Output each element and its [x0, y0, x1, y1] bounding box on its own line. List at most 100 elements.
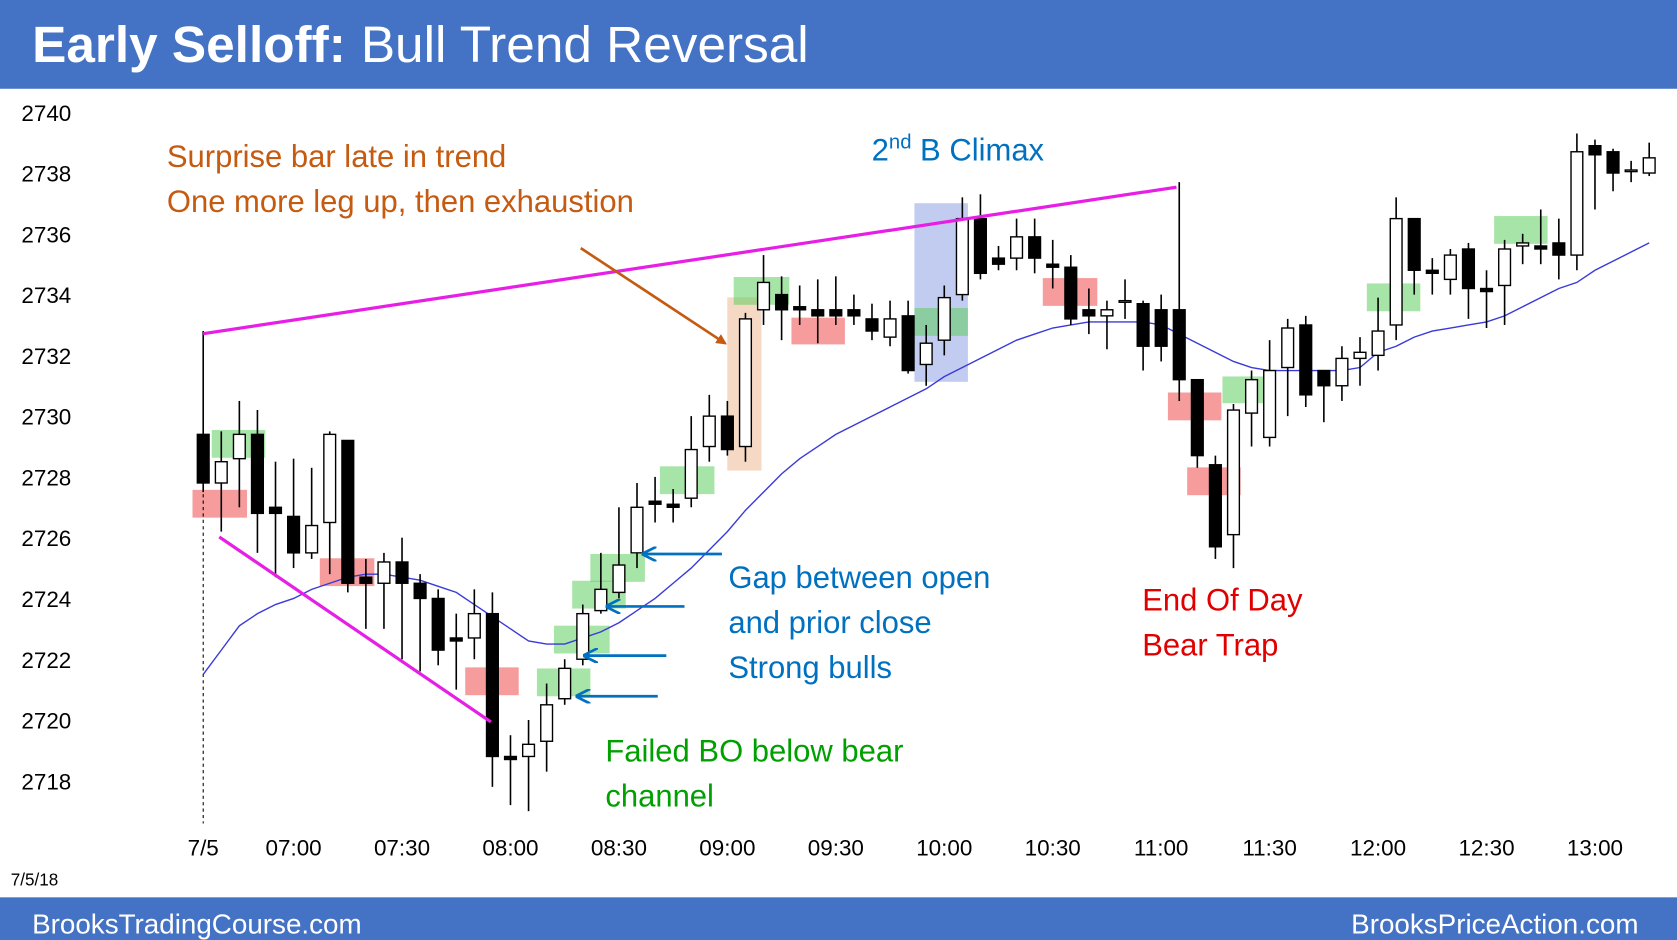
candle-body — [214, 461, 228, 484]
plot: 2718 2720 2722 2724 2726 2728 2730 2732 2734 2736… — [21, 101, 1656, 861]
candle-body — [1443, 254, 1457, 281]
annotation-text: and prior close — [728, 605, 931, 640]
candle-body — [250, 433, 265, 515]
candle-body — [648, 500, 662, 505]
annotation-text: Bear Trap — [1142, 628, 1278, 663]
candle-body — [756, 281, 771, 311]
candle-body — [1371, 330, 1385, 357]
candle-body — [1353, 351, 1367, 360]
candle-body — [1172, 309, 1186, 381]
candle-body — [883, 318, 897, 338]
x-tick-label: 10:30 — [1025, 836, 1081, 861]
candle-body — [991, 257, 1006, 265]
x-tick-label: 08:30 — [591, 836, 647, 861]
y-tick-label: 2724 — [21, 587, 71, 612]
candle-body — [1516, 242, 1530, 247]
candle-body — [323, 433, 337, 524]
annotation-text: Failed BO below bear — [605, 733, 903, 768]
candle-body — [630, 506, 644, 554]
y-tick-label: 2726 — [21, 526, 71, 551]
annotation-text: B Climax — [920, 132, 1045, 167]
candle-body — [847, 309, 861, 317]
y-tick-label: 2734 — [21, 283, 71, 308]
annotation-text: One more leg up, then exhaustion — [167, 184, 634, 219]
candle-body — [612, 564, 626, 594]
candle-body — [467, 612, 481, 639]
candle-body — [594, 588, 608, 612]
candle-body — [1570, 151, 1584, 256]
candle-body — [1208, 464, 1222, 548]
candle-body — [1335, 357, 1349, 387]
candle-body — [937, 296, 951, 341]
x-tick-label: 12:30 — [1458, 836, 1514, 861]
y-tick-label: 2738 — [21, 162, 71, 187]
y-tick-label: 2730 — [21, 405, 71, 430]
footer-left: BrooksTradingCourse.com — [32, 909, 362, 940]
candle-body — [431, 597, 445, 651]
climax-note: 2nd B Climax — [872, 132, 1045, 168]
candle-body — [558, 667, 572, 700]
y-tick-label: 2728 — [21, 465, 71, 490]
x-tick-label: 08:00 — [482, 836, 538, 861]
candle-body — [793, 306, 807, 311]
candle-body — [775, 293, 789, 311]
candle-body — [973, 217, 988, 275]
candle-body — [1118, 299, 1132, 303]
header-title: Early Selloff: Bull Trend Reversal — [32, 16, 809, 73]
trend-line — [202, 185, 1177, 336]
candle-body — [919, 342, 933, 366]
candle-body — [1226, 409, 1241, 536]
surprise-note: Surprise bar late in trend One more leg … — [167, 139, 634, 219]
y-tick-label: 2732 — [21, 344, 71, 369]
candle-body — [1425, 269, 1439, 275]
trap-note: End Of Day Bear Trap — [1142, 583, 1303, 663]
gap-note: Gap between open and prior close Strong … — [728, 560, 990, 685]
candle-body — [1389, 217, 1403, 326]
x-tick-label: 13:00 — [1567, 836, 1623, 861]
x-tick-label: 11:00 — [1134, 836, 1188, 861]
candle-body — [811, 309, 825, 317]
candle-body — [268, 506, 283, 515]
candle-body — [1461, 248, 1476, 290]
annotation-arrow — [580, 247, 727, 345]
candle-body — [395, 561, 409, 584]
candle-body — [1498, 248, 1512, 287]
candle-body — [540, 704, 554, 742]
failed-note: Failed BO below bear channel — [605, 733, 903, 813]
candle-body — [1588, 144, 1602, 156]
candle-body — [829, 309, 843, 317]
annotation-text: Strong bulls — [728, 650, 892, 685]
candle-body — [1299, 324, 1313, 396]
candle-body — [413, 582, 427, 600]
bear-box — [192, 489, 248, 518]
candle-body — [305, 524, 319, 554]
candle-body — [196, 433, 210, 484]
title: Early Selloff: — [32, 16, 346, 73]
candle-body — [1534, 245, 1548, 250]
candle-body — [521, 743, 536, 758]
subtitle: Bull Trend Reversal — [361, 16, 809, 73]
y-tick-label: 2718 — [21, 769, 71, 794]
candle-body — [1281, 327, 1295, 369]
candle-body — [1407, 217, 1421, 271]
annotation-text: End Of Day — [1142, 583, 1303, 618]
y-tick-label: 2722 — [21, 648, 71, 673]
candle-body — [341, 439, 355, 584]
candle-body — [1100, 309, 1114, 317]
x-tick-label: 07:00 — [266, 836, 322, 861]
ema-line — [202, 242, 1650, 675]
header-band — [0, 0, 1677, 89]
candle-body — [1624, 169, 1638, 173]
candle-body — [666, 503, 680, 508]
candle-body — [1064, 266, 1078, 320]
annotation-number: 2 — [872, 132, 889, 167]
gap-arrows — [578, 554, 722, 696]
annotation-superscript: nd — [889, 132, 912, 154]
x-tick-label: 10:00 — [916, 836, 972, 861]
candle-body — [1190, 378, 1204, 457]
trend-line — [218, 535, 492, 724]
candle-body — [684, 448, 698, 499]
